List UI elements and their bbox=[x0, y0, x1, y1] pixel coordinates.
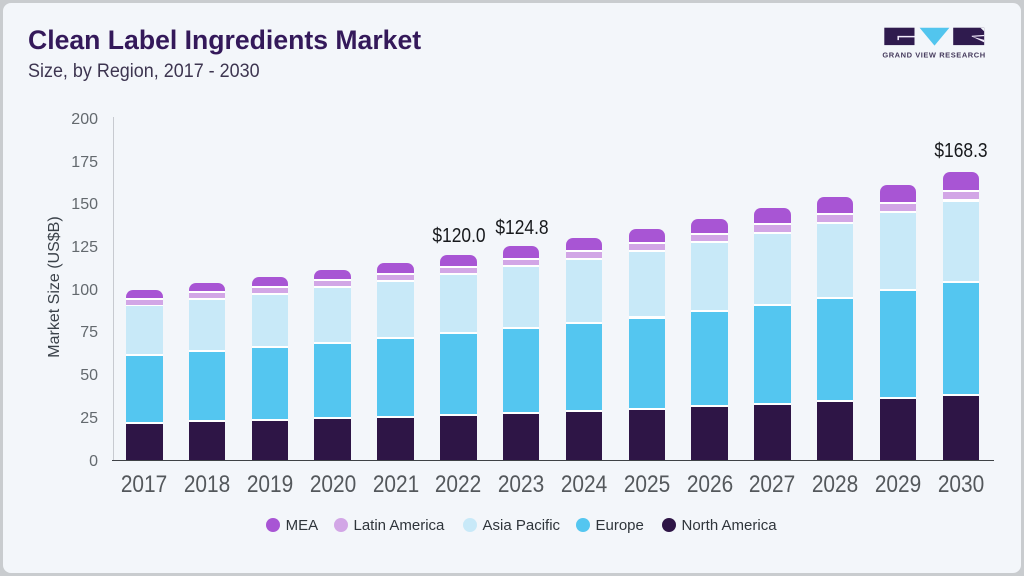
svg-text:GRAND VIEW RESEARCH: GRAND VIEW RESEARCH bbox=[882, 51, 985, 60]
